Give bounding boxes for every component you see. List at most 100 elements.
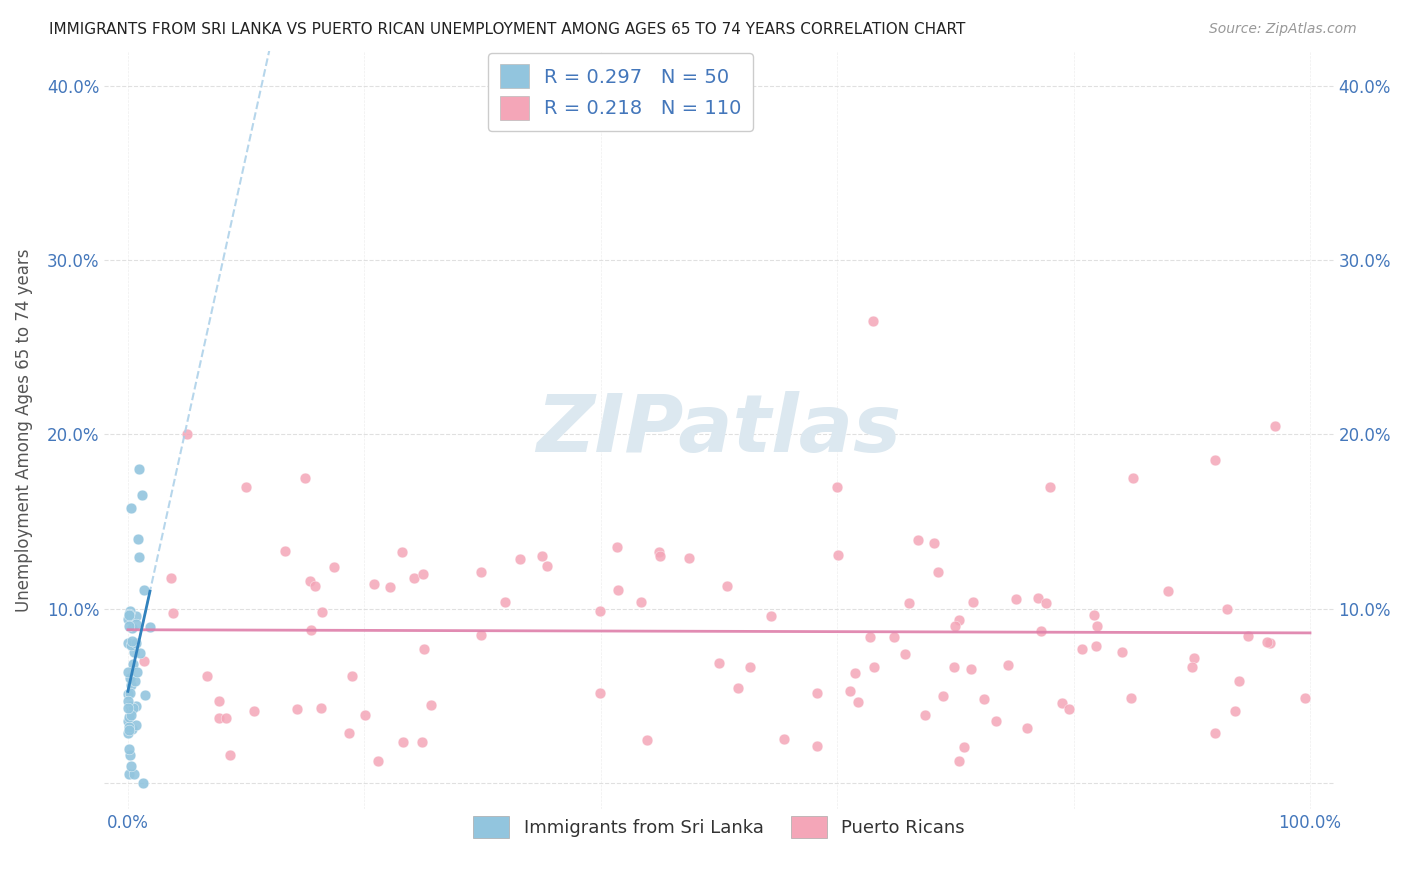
Point [128, 549, 150, 564]
Point [176, 427, 198, 442]
Point [859, 630, 882, 644]
Point [827, 549, 849, 563]
Point [127, 665, 149, 680]
Point [118, 607, 141, 621]
Point [118, 742, 141, 756]
Point [1017, 721, 1039, 735]
Point [412, 566, 434, 581]
Point [120, 758, 142, 772]
Point [117, 714, 139, 728]
Point [117, 612, 139, 626]
Point [309, 700, 332, 714]
Point [121, 701, 143, 715]
Point [219, 747, 242, 762]
Point [121, 622, 143, 636]
Point [470, 628, 492, 642]
Point [932, 689, 955, 703]
Point [120, 704, 142, 718]
Point [117, 694, 139, 708]
Point [1256, 635, 1278, 649]
Point [630, 595, 652, 609]
Point [118, 671, 141, 685]
Point [118, 685, 141, 699]
Point [391, 545, 413, 559]
Point [494, 595, 516, 609]
Point [943, 660, 966, 674]
Point [121, 633, 143, 648]
Point [1258, 636, 1281, 650]
Point [125, 609, 148, 624]
Point [134, 655, 156, 669]
Point [243, 704, 266, 718]
Point [125, 636, 148, 650]
Point [380, 580, 402, 594]
Text: Source: ZipAtlas.com: Source: ZipAtlas.com [1209, 22, 1357, 37]
Point [127, 532, 149, 546]
Point [120, 698, 142, 713]
Point [363, 577, 385, 591]
Text: IMMIGRANTS FROM SRI LANKA VS PUERTO RICAN UNEMPLOYMENT AMONG AGES 65 TO 74 YEARS: IMMIGRANTS FROM SRI LANKA VS PUERTO RICA… [49, 22, 966, 37]
Point [846, 695, 869, 709]
Point [1083, 607, 1105, 622]
Point [139, 620, 162, 634]
Point [883, 630, 905, 644]
Point [125, 698, 148, 713]
Point [914, 707, 936, 722]
Point [536, 558, 558, 573]
Point [354, 707, 377, 722]
Point [128, 462, 150, 476]
Point [162, 606, 184, 620]
Point [648, 549, 671, 564]
Point [134, 583, 156, 598]
Point [160, 571, 183, 585]
Point [1225, 704, 1247, 718]
Point [342, 669, 364, 683]
Point [898, 596, 921, 610]
Point [727, 681, 749, 695]
Point [1263, 418, 1285, 433]
Point [274, 544, 297, 558]
Point [1031, 624, 1053, 639]
Point [117, 665, 139, 679]
Point [413, 641, 436, 656]
Point [907, 533, 929, 548]
Point [1122, 471, 1144, 485]
Text: ZIPatlas: ZIPatlas [537, 391, 901, 469]
Point [208, 711, 231, 725]
Point [294, 471, 316, 485]
Point [134, 688, 156, 702]
Point [117, 636, 139, 650]
Point [960, 662, 983, 676]
Point [862, 659, 884, 673]
Point [1085, 619, 1108, 633]
Point [117, 725, 139, 739]
Point [844, 665, 866, 680]
Point [121, 722, 143, 736]
Point [1182, 650, 1205, 665]
Point [120, 605, 142, 619]
Point [207, 694, 229, 708]
Point [1070, 641, 1092, 656]
Point [943, 619, 966, 633]
Point [962, 595, 984, 609]
Point [761, 609, 783, 624]
Point [285, 702, 308, 716]
Point [678, 550, 700, 565]
Point [311, 605, 333, 619]
Point [1157, 584, 1180, 599]
Point [1111, 645, 1133, 659]
Point [120, 747, 142, 762]
Point [838, 684, 860, 698]
Point [530, 549, 553, 564]
Point [806, 686, 828, 700]
Point [120, 678, 142, 692]
Point [367, 754, 389, 768]
Point [1237, 629, 1260, 643]
Point [509, 551, 531, 566]
Point [122, 657, 145, 671]
Point [124, 645, 146, 659]
Point [984, 714, 1007, 729]
Point [1005, 592, 1028, 607]
Point [953, 740, 976, 755]
Point [235, 479, 257, 493]
